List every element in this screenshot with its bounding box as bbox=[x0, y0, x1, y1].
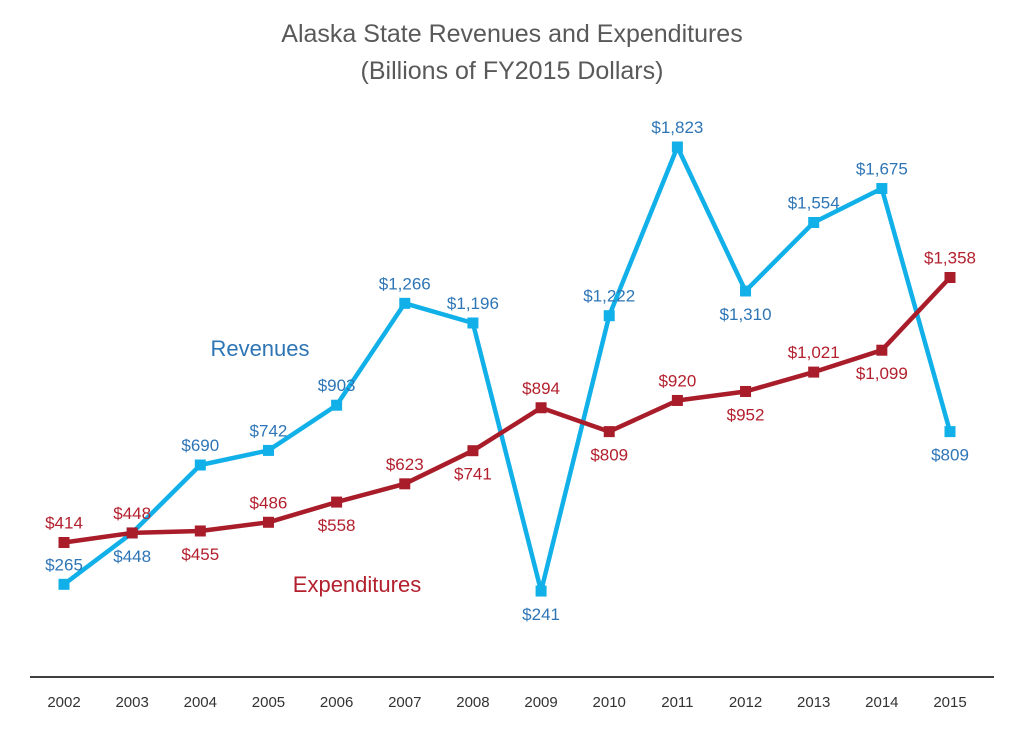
marker-expenditures-2003 bbox=[126, 527, 138, 539]
chart-title: Alaska State Revenues and Expenditures bbox=[281, 20, 742, 48]
marker-expenditures-2009 bbox=[535, 402, 547, 414]
data-label-expenditures-2004: $455 bbox=[181, 545, 219, 564]
series-line-expenditures bbox=[61, 275, 953, 545]
x-tick-label-2006: 2006 bbox=[320, 694, 353, 711]
series-name-expenditures: Expenditures bbox=[293, 572, 421, 597]
marker-revenues-2011 bbox=[671, 141, 683, 153]
data-label-revenues-2002: $265 bbox=[45, 555, 83, 574]
data-label-revenues-2011: $1,823 bbox=[651, 118, 703, 137]
data-label-revenues-2005: $742 bbox=[250, 421, 288, 440]
x-axis-ticks: 2002 2003 2004 2005 2006 2007 2008 2009 2010 2011… bbox=[47, 694, 966, 711]
marker-expenditures-2007 bbox=[399, 478, 411, 490]
data-label-expenditures-2008: $741 bbox=[454, 465, 492, 484]
marker-revenues-2015 bbox=[944, 426, 956, 438]
data-label-expenditures-2015: $1,358 bbox=[924, 249, 976, 268]
data-label-revenues-2003: $448 bbox=[113, 547, 151, 566]
marker-revenues-2007 bbox=[399, 297, 411, 309]
marker-revenues-2004 bbox=[194, 459, 206, 471]
chart-subtitle: (Billions of FY2015 Dollars) bbox=[361, 57, 664, 85]
data-label-revenues-2006: $903 bbox=[318, 376, 356, 395]
marker-expenditures-2005 bbox=[262, 516, 274, 528]
series-name-revenues: Revenues bbox=[210, 336, 309, 361]
marker-revenues-2013 bbox=[808, 216, 820, 228]
marker-expenditures-2014 bbox=[876, 344, 888, 356]
marker-expenditures-2010 bbox=[603, 426, 615, 438]
marker-revenues-2010 bbox=[603, 310, 615, 322]
data-label-expenditures-2014: $1,099 bbox=[856, 364, 908, 383]
data-label-revenues-2012: $1,310 bbox=[720, 305, 772, 324]
data-label-revenues-2007: $1,266 bbox=[379, 274, 431, 293]
data-label-revenues-2014: $1,675 bbox=[856, 160, 908, 179]
marker-revenues-2014 bbox=[876, 183, 888, 195]
marker-expenditures-2015 bbox=[944, 272, 956, 284]
x-tick-label-2003: 2003 bbox=[115, 694, 148, 711]
data-label-revenues-2015: $809 bbox=[931, 446, 969, 465]
x-tick-label-2004: 2004 bbox=[184, 694, 217, 711]
data-label-expenditures-2011: $920 bbox=[658, 371, 696, 390]
x-tick-label-2008: 2008 bbox=[456, 694, 489, 711]
marker-revenues-2002 bbox=[58, 578, 70, 590]
x-tick-label-2015: 2015 bbox=[933, 694, 966, 711]
marker-revenues-2006 bbox=[331, 399, 343, 411]
marker-revenues-2008 bbox=[467, 317, 479, 329]
data-label-expenditures-2013: $1,021 bbox=[788, 343, 840, 362]
marker-expenditures-2002 bbox=[58, 536, 70, 548]
x-tick-label-2011: 2011 bbox=[661, 694, 693, 711]
series-layer bbox=[58, 141, 956, 597]
x-tick-label-2013: 2013 bbox=[797, 694, 830, 711]
x-tick-label-2005: 2005 bbox=[252, 694, 285, 711]
marker-revenues-2009 bbox=[535, 585, 547, 597]
marker-revenues-2005 bbox=[262, 444, 274, 456]
data-label-expenditures-2009: $894 bbox=[522, 379, 560, 398]
data-label-revenues-2004: $690 bbox=[181, 436, 219, 455]
data-label-expenditures-2002: $414 bbox=[45, 513, 83, 532]
x-tick-label-2009: 2009 bbox=[524, 694, 557, 711]
marker-expenditures-2008 bbox=[467, 445, 479, 457]
data-label-revenues-2008: $1,196 bbox=[447, 294, 499, 313]
data-label-revenues-2013: $1,554 bbox=[788, 193, 840, 212]
x-tick-label-2012: 2012 bbox=[729, 694, 762, 711]
data-label-expenditures-2010: $809 bbox=[590, 446, 628, 465]
marker-expenditures-2012 bbox=[740, 385, 752, 397]
series-line-revenues bbox=[61, 144, 953, 594]
marker-expenditures-2004 bbox=[194, 525, 206, 537]
data-label-expenditures-2012: $952 bbox=[727, 405, 765, 424]
data-label-revenues-2009: $241 bbox=[522, 605, 560, 624]
marker-expenditures-2013 bbox=[808, 366, 820, 378]
data-label-expenditures-2006: $558 bbox=[318, 516, 356, 535]
marker-expenditures-2006 bbox=[331, 496, 343, 508]
marker-expenditures-2011 bbox=[671, 394, 683, 406]
x-tick-label-2014: 2014 bbox=[865, 694, 898, 711]
data-label-revenues-2010: $1,222 bbox=[583, 287, 635, 306]
x-tick-label-2010: 2010 bbox=[593, 694, 626, 711]
data-label-expenditures-2007: $623 bbox=[386, 455, 424, 474]
data-label-expenditures-2003: $448 bbox=[113, 504, 151, 523]
data-labels: $265 $448 $690 $742 $903 $1,266 $1,196 $241 $1,2… bbox=[45, 118, 976, 624]
x-tick-label-2007: 2007 bbox=[388, 694, 421, 711]
marker-revenues-2012 bbox=[740, 285, 752, 297]
x-tick-label-2002: 2002 bbox=[47, 694, 80, 711]
data-label-expenditures-2005: $486 bbox=[250, 493, 288, 512]
